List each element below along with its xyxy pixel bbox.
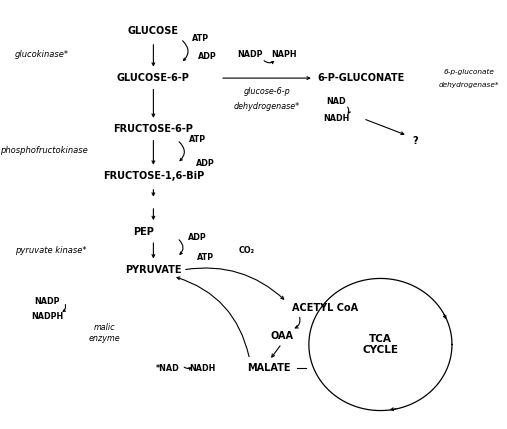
Text: PYRUVATE: PYRUVATE xyxy=(125,265,182,275)
Text: ?: ? xyxy=(413,136,418,146)
Text: NADP: NADP xyxy=(34,297,60,306)
Text: OAA: OAA xyxy=(270,331,293,341)
Text: malic
enzyme: malic enzyme xyxy=(88,323,120,343)
Text: GLUCOSE: GLUCOSE xyxy=(128,26,179,36)
Text: 6-P-GLUCONATE: 6-P-GLUCONATE xyxy=(317,73,404,83)
Text: NADPH: NADPH xyxy=(31,312,63,321)
Text: phosphofructokinase: phosphofructokinase xyxy=(1,146,88,155)
Text: ATP: ATP xyxy=(189,136,206,145)
Text: NAD: NAD xyxy=(326,97,346,106)
Text: FRUCTOSE-1,6-BiP: FRUCTOSE-1,6-BiP xyxy=(103,171,204,181)
Text: GLUCOSE-6-P: GLUCOSE-6-P xyxy=(117,73,190,83)
Text: ADP: ADP xyxy=(198,52,217,61)
Text: ATP: ATP xyxy=(197,253,214,262)
Text: dehydrogenase*: dehydrogenase* xyxy=(234,102,300,111)
Text: glucose-6-p: glucose-6-p xyxy=(243,88,291,97)
Text: FRUCTOSE-6-P: FRUCTOSE-6-P xyxy=(114,124,193,134)
Text: TCA
CYCLE: TCA CYCLE xyxy=(363,334,399,355)
Text: ADP: ADP xyxy=(189,233,207,242)
Text: ADP: ADP xyxy=(196,159,214,168)
Text: PEP: PEP xyxy=(133,227,154,236)
Text: NADP: NADP xyxy=(237,50,263,59)
Text: NAPH: NAPH xyxy=(271,50,297,59)
Text: NADH: NADH xyxy=(190,364,216,373)
Text: 6-p-gluconate: 6-p-gluconate xyxy=(444,69,495,75)
Text: ACETYL CoA: ACETYL CoA xyxy=(292,303,358,313)
Text: NADH: NADH xyxy=(323,114,349,123)
Text: CO₂: CO₂ xyxy=(239,246,255,255)
Text: dehydrogenase*: dehydrogenase* xyxy=(439,82,499,88)
Text: *NAD: *NAD xyxy=(156,364,180,373)
Text: glucokinase*: glucokinase* xyxy=(15,50,69,59)
Text: MALATE: MALATE xyxy=(247,363,291,373)
Text: ATP: ATP xyxy=(192,34,209,43)
Text: pyruvate kinase*: pyruvate kinase* xyxy=(15,246,87,255)
